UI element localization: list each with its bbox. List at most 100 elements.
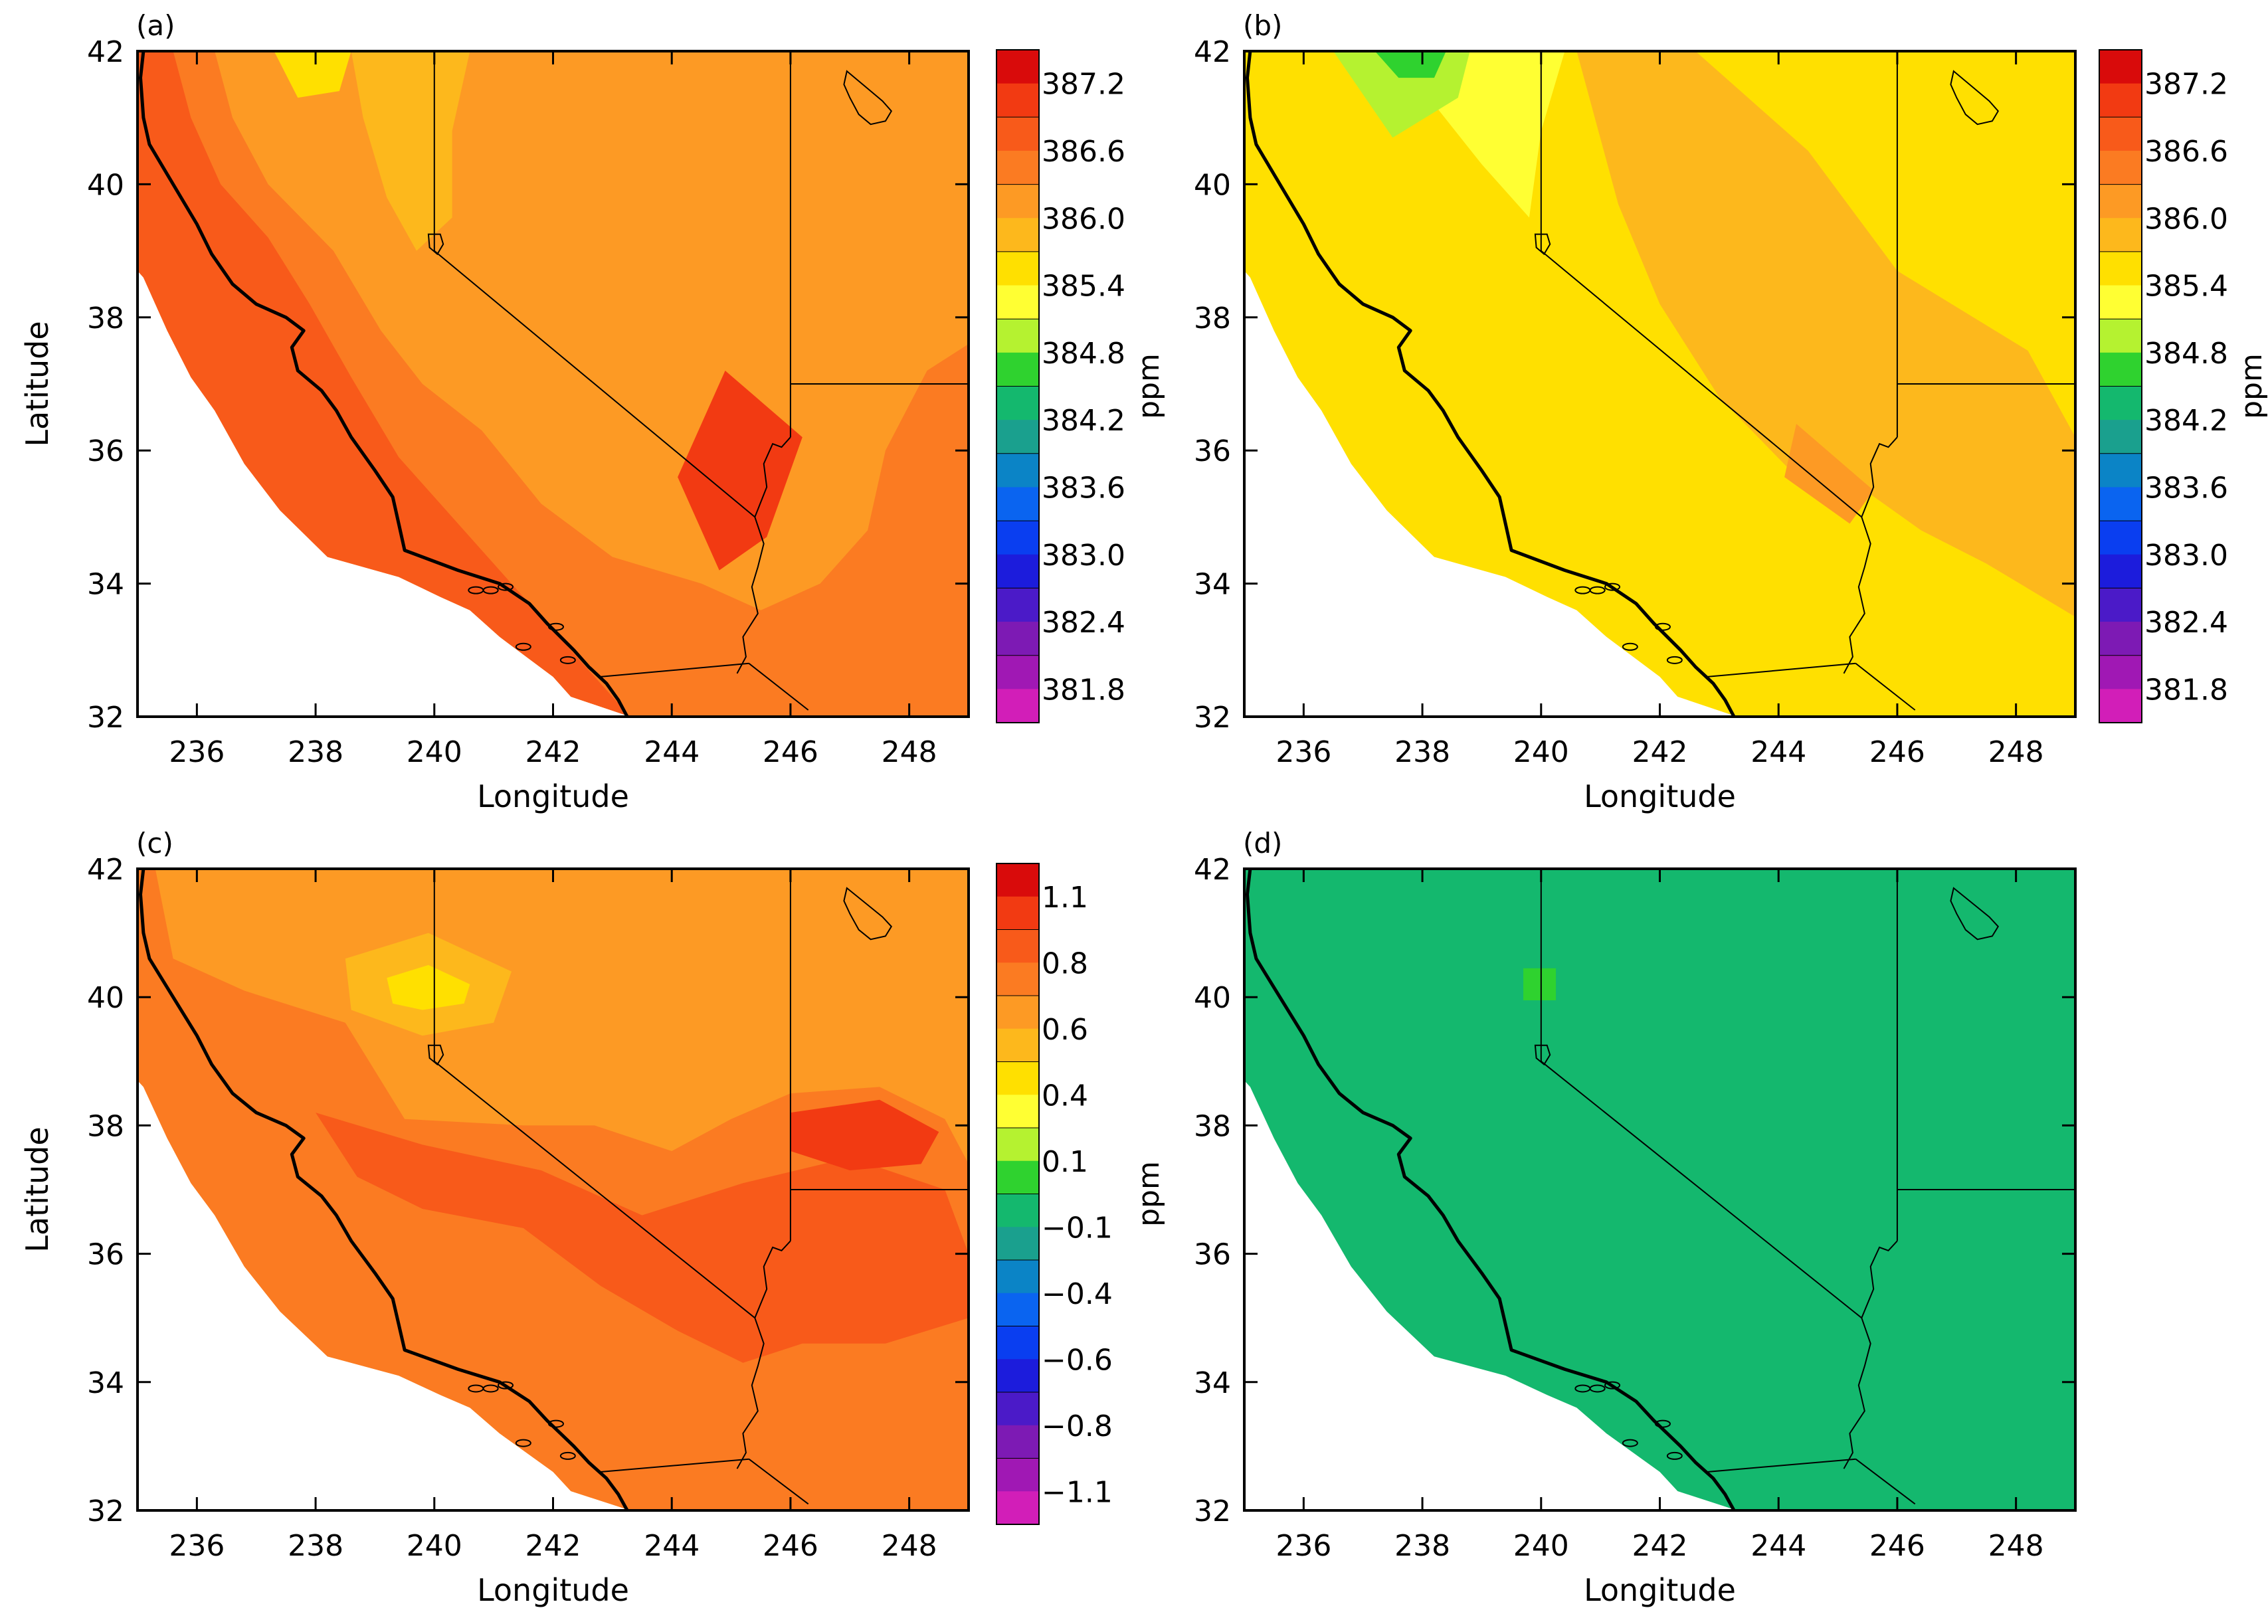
x-tick-label: 242 xyxy=(1632,1529,1688,1563)
colorbar-unit: ppm xyxy=(1132,1161,1166,1227)
coastline xyxy=(139,50,629,718)
y-tick-label: 34 xyxy=(1194,1366,1231,1400)
field-contour-region xyxy=(1784,424,1874,524)
colorbar-swatch xyxy=(996,1128,1039,1162)
colorbar-swatch xyxy=(996,1491,1039,1525)
y-tick-label: 40 xyxy=(1194,981,1231,1015)
field-contour-region xyxy=(790,1099,939,1170)
x-tick-label: 244 xyxy=(644,735,700,769)
lake-tahoe xyxy=(1534,233,1551,256)
colorbar-swatch xyxy=(996,386,1039,420)
colorbar-swatch xyxy=(996,319,1039,353)
colorbar-swatch xyxy=(2099,184,2142,219)
colorbar-swatch xyxy=(996,1194,1039,1227)
colorbar-swatch xyxy=(996,420,1039,454)
panel-label: (a) xyxy=(136,9,175,42)
colorbar-swatch xyxy=(996,622,1039,656)
river-border xyxy=(1843,436,1898,674)
x-tick-label: 248 xyxy=(1988,735,2044,769)
colorbar-swatch xyxy=(996,1293,1039,1326)
colorbar-tick-label: −1.1 xyxy=(1042,1475,1113,1509)
island xyxy=(1604,583,1621,591)
river-border xyxy=(736,1240,791,1469)
island xyxy=(515,1439,531,1447)
colorbar-swatch xyxy=(996,1458,1039,1492)
colorbar-swatch xyxy=(996,352,1039,387)
island xyxy=(1622,642,1638,651)
great-salt-lake xyxy=(1950,70,2000,126)
island xyxy=(547,1419,564,1428)
colorbar-tick-label: 383.6 xyxy=(2144,471,2228,505)
colorbar-swatch xyxy=(996,218,1039,252)
colorbar-swatch xyxy=(2099,655,2142,689)
x-tick-label: 242 xyxy=(525,735,581,769)
field-contour-region xyxy=(274,51,351,98)
colorbar-swatch xyxy=(996,453,1039,488)
colorbar-tick-label: 382.4 xyxy=(1042,606,1125,640)
x-tick-label: 240 xyxy=(407,735,462,769)
colorbar-swatch xyxy=(996,588,1039,622)
y-tick-label: 32 xyxy=(87,1494,124,1528)
colorbar: 387.2 386.6 386.0 385.4 384.8 384.2 383.6 383.0… xyxy=(2099,49,2268,723)
island xyxy=(482,1384,499,1393)
colorbar-swatch xyxy=(996,655,1039,689)
y-tick-label: 34 xyxy=(1194,568,1231,602)
colorbar-swatch xyxy=(996,1326,1039,1360)
colorbar-tick-label: 383.6 xyxy=(1042,471,1125,505)
colorbar-swatch xyxy=(996,1425,1039,1459)
colorbar-swatch xyxy=(2099,420,2142,454)
y-tick-label: 32 xyxy=(1194,701,1231,735)
colorbar-swatch xyxy=(996,1392,1039,1426)
colorbar-tick-label: −0.1 xyxy=(1042,1211,1113,1245)
x-tick-label: 244 xyxy=(1750,1529,1806,1563)
x-tick-label: 246 xyxy=(763,735,818,769)
field-contour-region xyxy=(351,51,470,251)
x-tick-label: 246 xyxy=(763,1529,818,1563)
field-1 xyxy=(1244,51,2075,717)
x-tick-label: 236 xyxy=(169,1529,225,1563)
colorbar-tick-label: 384.8 xyxy=(1042,337,1125,371)
colorbar-swatch xyxy=(2099,251,2142,286)
colorbar-tick-label: 384.2 xyxy=(2144,404,2228,438)
state-border xyxy=(1707,662,1856,677)
x-tick-label: 236 xyxy=(1276,735,1331,769)
y-tick-label: 38 xyxy=(87,302,124,335)
colorbar-swatch xyxy=(2099,453,2142,488)
panel-c: 236 238 240 242 244 246 248 32 34 36 38 40 42 Longitu… xyxy=(19,827,1166,1608)
colorbar-swatch xyxy=(996,117,1039,151)
colorbar-unit: ppm xyxy=(1132,353,1166,419)
colorbar-tick-label: 381.8 xyxy=(2144,673,2228,707)
colorbar-swatch xyxy=(996,1095,1039,1128)
colorbar-tick-label: 386.0 xyxy=(2144,202,2228,236)
lake-tahoe xyxy=(1534,1044,1551,1066)
river-border xyxy=(736,436,791,674)
colorbar-swatch xyxy=(2099,352,2142,387)
island xyxy=(1589,586,1606,594)
state-border xyxy=(1541,1061,1862,1318)
colorbar-swatch xyxy=(2099,588,2142,622)
coastline xyxy=(139,868,629,1512)
colorbar-swatch xyxy=(996,487,1039,521)
colorbar-swatch xyxy=(996,521,1039,555)
colorbar-swatch xyxy=(996,929,1039,963)
colorbar-swatch xyxy=(2099,285,2142,319)
colorbar-tick-label: −0.6 xyxy=(1042,1343,1113,1377)
colorbar-swatch xyxy=(996,1160,1039,1194)
panel-d: 236 238 240 242 244 246 248 32 34 36 38 40 42 Longitu… xyxy=(1194,827,2077,1608)
panel-label: (b) xyxy=(1243,9,1282,42)
y-tick-label: 42 xyxy=(1194,853,1231,887)
y-tick-label: 42 xyxy=(1194,35,1231,69)
x-axis-label: Longitude xyxy=(1584,778,1736,814)
colorbar-swatch xyxy=(996,996,1039,1030)
colorbar-tick-label: 0.1 xyxy=(1042,1145,1088,1179)
colorbar-swatch xyxy=(996,1359,1039,1393)
x-tick-label: 248 xyxy=(882,735,937,769)
field-contour-region xyxy=(387,964,470,1010)
colorbar-swatch xyxy=(996,184,1039,219)
x-tick-label: 246 xyxy=(1869,735,1925,769)
colorbar-swatch xyxy=(2099,83,2142,118)
state-border xyxy=(748,1458,809,1505)
panel-label: (c) xyxy=(136,827,173,859)
colorbar-swatch xyxy=(996,896,1039,930)
colorbar-swatch xyxy=(996,150,1039,185)
